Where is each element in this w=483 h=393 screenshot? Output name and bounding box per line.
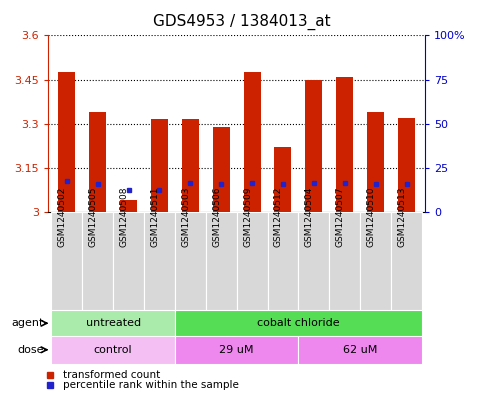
Text: GSM1240504: GSM1240504: [305, 187, 314, 247]
Bar: [89, 112, 106, 212]
Bar: [175, 310, 422, 336]
Bar: [206, 212, 237, 310]
Text: GSM1240511: GSM1240511: [151, 187, 159, 247]
Text: agent: agent: [11, 318, 43, 328]
Bar: [144, 212, 175, 310]
Bar: [151, 119, 168, 212]
Text: GSM1240510: GSM1240510: [367, 187, 376, 247]
Bar: [182, 119, 199, 212]
Bar: [298, 212, 329, 310]
Text: GSM1240505: GSM1240505: [89, 187, 98, 247]
Text: GSM1240506: GSM1240506: [212, 187, 221, 247]
Text: control: control: [94, 345, 132, 355]
Bar: [120, 200, 137, 212]
Bar: [298, 336, 422, 364]
Bar: [329, 212, 360, 310]
Bar: [51, 336, 175, 364]
Bar: [58, 72, 75, 212]
Text: cobalt chloride: cobalt chloride: [257, 318, 340, 328]
Bar: [274, 147, 291, 212]
Bar: [113, 212, 144, 310]
Bar: [175, 336, 298, 364]
Bar: [367, 112, 384, 212]
Text: GSM1240508: GSM1240508: [120, 187, 128, 247]
Text: untreated: untreated: [85, 318, 141, 328]
Text: GSM1240513: GSM1240513: [398, 187, 407, 247]
Bar: [237, 212, 268, 310]
Bar: [360, 212, 391, 310]
Text: percentile rank within the sample: percentile rank within the sample: [63, 380, 239, 390]
Text: 62 uM: 62 uM: [343, 345, 377, 355]
Bar: [51, 310, 175, 336]
Text: GSM1240503: GSM1240503: [181, 187, 190, 247]
Bar: [305, 80, 322, 212]
Text: GSM1240507: GSM1240507: [336, 187, 345, 247]
Text: GSM1240502: GSM1240502: [58, 187, 67, 247]
Bar: [336, 77, 353, 212]
Bar: [391, 212, 422, 310]
Text: 29 uM: 29 uM: [219, 345, 254, 355]
Bar: [175, 212, 206, 310]
Text: GSM1240512: GSM1240512: [274, 187, 283, 247]
Bar: [51, 212, 82, 310]
Bar: [82, 212, 113, 310]
Text: GDS4953 / 1384013_at: GDS4953 / 1384013_at: [153, 14, 330, 30]
Bar: [398, 118, 415, 212]
Bar: [268, 212, 298, 310]
Bar: [243, 72, 261, 212]
Text: GSM1240509: GSM1240509: [243, 187, 252, 247]
Text: dose: dose: [17, 345, 43, 355]
Bar: [213, 127, 230, 212]
Text: transformed count: transformed count: [63, 369, 160, 380]
